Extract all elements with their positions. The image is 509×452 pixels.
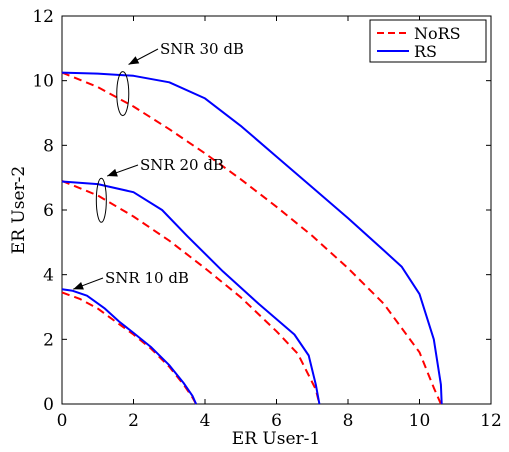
y-tick-label: 4 — [43, 266, 54, 286]
x-tick-label: 8 — [343, 411, 354, 431]
nors-curve-snr-30-db — [61, 71, 442, 405]
x-tick: 2 — [128, 16, 139, 431]
annotation-arrowhead — [107, 168, 118, 177]
y-tick-label: 12 — [32, 7, 54, 27]
curves — [61, 71, 443, 405]
y-axis-label: ER User-2 — [9, 166, 29, 254]
annotation-snr-20-db: SNR 20 dB — [95, 156, 224, 223]
rs-curve-snr-20-db — [61, 180, 321, 405]
rs-curve-snr-30-db — [61, 71, 443, 405]
nors-curve-snr-10-db — [61, 291, 197, 405]
axis-ticks: 0 2 4 6 8 10 12 0 2 4 6 8 10 12 — [32, 7, 501, 431]
y-tick-label: 2 — [43, 330, 54, 350]
legend-label-rs: RS — [414, 42, 437, 61]
legend: NoRS RS — [369, 19, 487, 63]
y-tick-label: 8 — [43, 136, 54, 156]
annotation-snr-30-db: SNR 30 dB — [116, 40, 244, 117]
annotation-arrowhead — [128, 56, 140, 65]
annotation-label: SNR 10 dB — [105, 269, 189, 287]
nors-curve-snr-20-db — [61, 179, 321, 405]
annotations: SNR 30 dB SNR 20 dB SNR 10 dB — [72, 40, 244, 290]
x-tick-label: 0 — [57, 411, 68, 431]
x-axis-label: ER User-1 — [232, 429, 320, 449]
plot-frame — [61, 15, 492, 405]
x-tick-label: 6 — [271, 411, 282, 431]
y-tick: 6 — [43, 201, 491, 221]
annotation-label: SNR 20 dB — [140, 156, 224, 174]
y-tick-label: 10 — [32, 72, 54, 92]
annotation-arrowhead — [73, 281, 84, 290]
x-tick-label: 12 — [480, 411, 502, 431]
y-tick-label: 0 — [43, 395, 54, 415]
annotation-ellipse — [95, 177, 107, 223]
y-tick: 12 — [32, 7, 491, 27]
x-tick-label: 4 — [200, 411, 211, 431]
y-tick: 0 — [43, 395, 491, 415]
x-tick-label: 10 — [409, 411, 431, 431]
x-tick: 10 — [409, 16, 431, 431]
legend-label-nors: NoRS — [414, 24, 461, 43]
y-tick: 4 — [43, 266, 491, 286]
annotation-label: SNR 30 dB — [160, 40, 244, 58]
y-tick: 8 — [43, 136, 491, 156]
annotation-snr-10-db: SNR 10 dB — [72, 269, 189, 290]
x-tick: 12 — [480, 16, 502, 431]
x-tick: 4 — [200, 16, 211, 431]
y-tick: 10 — [32, 72, 491, 92]
legend-box — [369, 19, 487, 63]
y-tick: 2 — [43, 330, 491, 350]
annotation-ellipse — [116, 71, 130, 117]
x-tick: 6 — [271, 16, 282, 431]
x-tick: 8 — [343, 16, 354, 431]
x-tick: 0 — [57, 16, 68, 431]
x-tick-label: 2 — [128, 411, 139, 431]
y-tick-label: 6 — [43, 201, 54, 221]
rs-curve-snr-10-db — [61, 288, 198, 405]
